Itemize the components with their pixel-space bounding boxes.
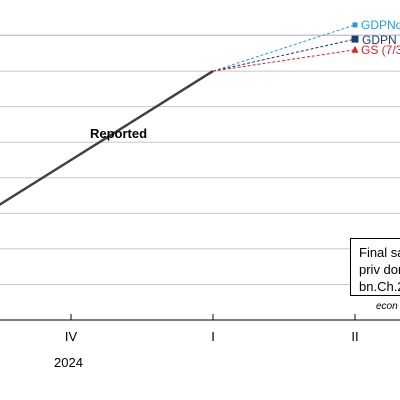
gridlines <box>0 34 400 285</box>
x-tick-label: II <box>351 329 358 344</box>
x-axis-ticks: IV I II <box>65 314 359 344</box>
series-line <box>212 24 356 72</box>
note-line: bn.Ch.2 <box>359 279 400 294</box>
source-credit: econ <box>376 301 398 312</box>
year-label: 2024 <box>54 355 83 370</box>
x-tick-label: I <box>211 329 215 344</box>
series-line <box>212 49 356 72</box>
series-label: GS (7/3 <box>361 43 400 57</box>
series-line <box>212 38 356 72</box>
note-box: Final sa priv don bn.Ch.2 <box>350 238 400 296</box>
series-label: GDPNow <box>361 18 400 32</box>
x-tick-label: IV <box>65 329 78 344</box>
series-labels: GDPNowGDPNGS (7/3 <box>361 18 400 57</box>
series-label: GDPN <box>362 33 397 47</box>
series-marker <box>351 45 359 53</box>
series-lines <box>0 24 356 206</box>
series-marker <box>351 35 359 43</box>
series-line <box>0 70 214 206</box>
series-marker <box>352 22 358 28</box>
note-line: Final sa <box>359 245 400 260</box>
reported-annotation: Reported <box>90 126 147 141</box>
series-markers <box>351 22 359 53</box>
note-line: priv don <box>359 262 400 277</box>
